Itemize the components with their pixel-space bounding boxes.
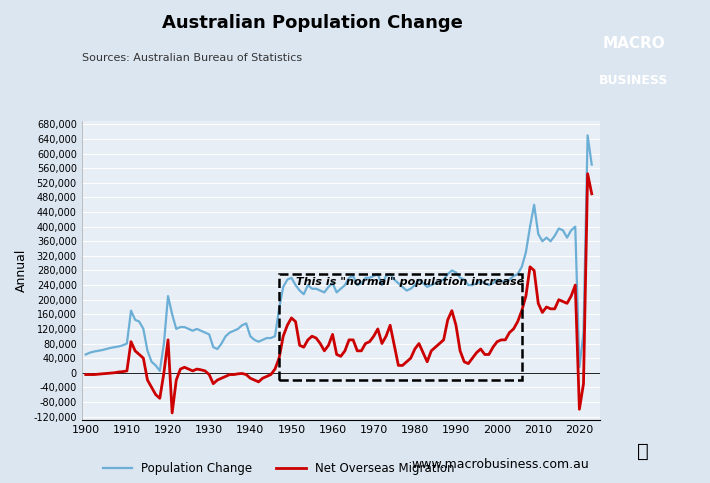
Population Change bbox=[155, 368, 164, 374]
Bar bbox=[279, 274, 522, 380]
Net Overseas Migration bbox=[86, 371, 94, 377]
Text: 🐺: 🐺 bbox=[637, 442, 648, 461]
Net Overseas Migration bbox=[307, 333, 316, 339]
Population Change bbox=[584, 132, 592, 138]
Net Overseas Migration bbox=[378, 341, 386, 346]
Population Change bbox=[82, 352, 90, 357]
Population Change bbox=[114, 343, 123, 349]
Net Overseas Migration bbox=[587, 191, 596, 197]
Net Overseas Migration bbox=[168, 410, 176, 416]
Population Change bbox=[587, 162, 596, 168]
Text: Australian Population Change: Australian Population Change bbox=[162, 14, 463, 32]
Y-axis label: Annual: Annual bbox=[15, 249, 28, 292]
Net Overseas Migration bbox=[82, 371, 90, 377]
Legend: Population Change, Net Overseas Migration: Population Change, Net Overseas Migratio… bbox=[98, 458, 459, 480]
Population Change bbox=[234, 326, 242, 332]
Line: Population Change: Population Change bbox=[86, 135, 591, 371]
Text: www.macrobusiness.com.au: www.macrobusiness.com.au bbox=[412, 458, 589, 471]
Net Overseas Migration bbox=[180, 364, 189, 370]
Net Overseas Migration bbox=[584, 171, 592, 177]
Population Change bbox=[180, 324, 189, 330]
Text: MACRO: MACRO bbox=[602, 36, 665, 51]
Text: This is "normal" population increase: This is "normal" population increase bbox=[295, 277, 524, 287]
Population Change bbox=[86, 350, 94, 355]
Line: Net Overseas Migration: Net Overseas Migration bbox=[86, 174, 591, 413]
Text: Sources: Australian Bureau of Statistics: Sources: Australian Bureau of Statistics bbox=[82, 53, 302, 63]
Text: BUSINESS: BUSINESS bbox=[599, 74, 668, 87]
Net Overseas Migration bbox=[114, 369, 123, 375]
Population Change bbox=[378, 282, 386, 288]
Population Change bbox=[307, 286, 316, 292]
Net Overseas Migration bbox=[234, 371, 242, 377]
